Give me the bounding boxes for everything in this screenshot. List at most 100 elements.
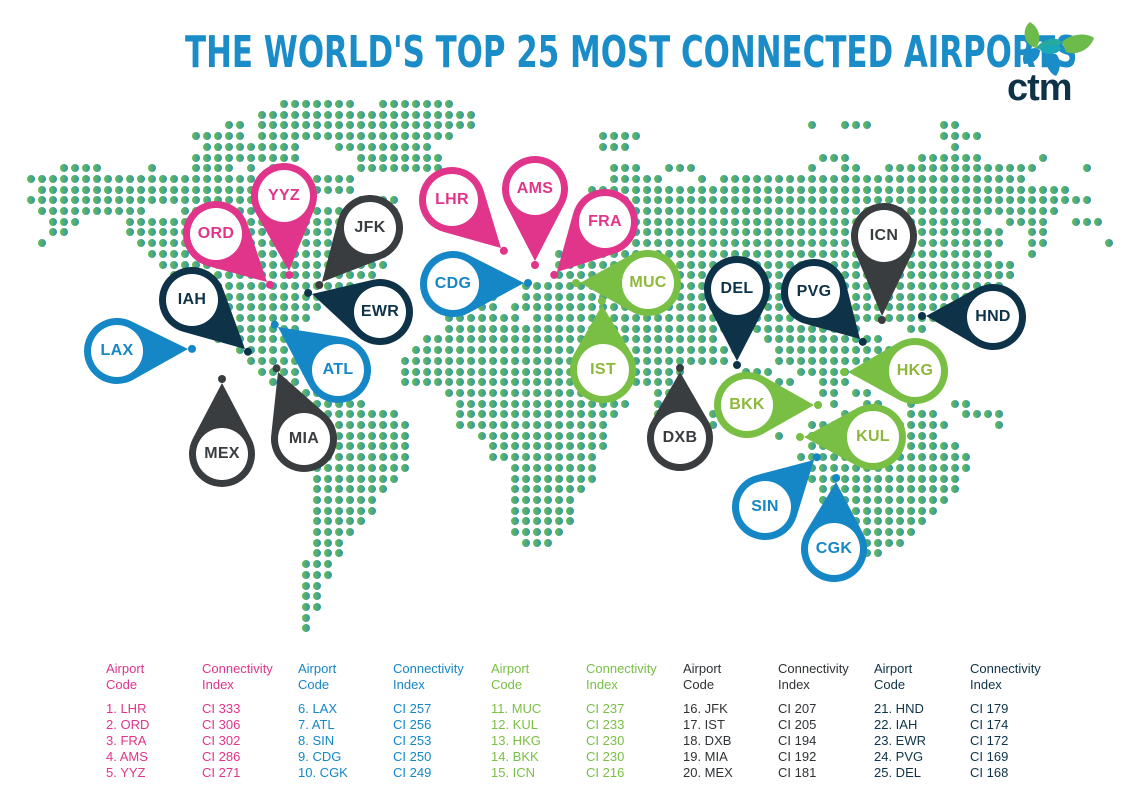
map-dot <box>258 132 266 141</box>
map-dot <box>984 410 992 419</box>
map-dot <box>555 356 563 365</box>
map-dot <box>852 388 860 397</box>
map-dot <box>522 453 530 462</box>
legend-code-cell: 5. YYZ <box>106 765 146 780</box>
map-dot <box>533 410 541 419</box>
map-dot <box>434 100 442 108</box>
map-pin-icon <box>781 259 867 346</box>
map-dot <box>566 442 574 451</box>
map-dot <box>324 474 332 483</box>
map-dot <box>643 335 651 344</box>
map-dot <box>313 217 321 226</box>
pin-label: EWR <box>360 303 400 320</box>
map-dot <box>533 528 541 536</box>
map-dot <box>654 388 662 397</box>
map-dot <box>346 110 354 119</box>
map-dot <box>874 196 882 205</box>
map-dot <box>731 239 739 248</box>
map-dot <box>709 356 717 365</box>
map-dot <box>247 303 255 312</box>
map-dot <box>313 506 321 515</box>
map-dot <box>984 164 992 173</box>
map-dot <box>588 431 596 440</box>
map-dot <box>643 367 651 376</box>
map-dot <box>918 239 926 248</box>
map-dot <box>962 207 970 215</box>
map-dot <box>786 335 794 344</box>
legend-index-column: Connectivity Index CI 179 CI 174 CI 172 CI 16… <box>970 661 1041 781</box>
map-dot <box>896 196 904 205</box>
pin-label: ATL <box>322 361 354 378</box>
map-dot <box>500 378 508 387</box>
map-dot <box>621 324 629 333</box>
map-dot <box>940 132 948 141</box>
map-pin-icon <box>703 256 770 369</box>
map-dot <box>830 453 838 462</box>
legend-code-cell: 3. FRA <box>106 733 147 748</box>
map-dot <box>940 271 948 280</box>
map-dot <box>38 207 46 215</box>
map-dot <box>346 453 354 462</box>
map-dot <box>401 142 409 151</box>
map-dot <box>918 453 926 462</box>
map-dot <box>588 463 596 472</box>
map-dot <box>632 378 640 387</box>
map-dot <box>566 335 574 344</box>
map-pin-icon <box>183 201 274 289</box>
map-dot <box>126 207 134 215</box>
map-dot <box>192 185 200 194</box>
map-dot <box>1028 239 1036 248</box>
map-dot <box>841 463 849 472</box>
map-dot <box>324 239 332 248</box>
map-dot <box>709 239 717 248</box>
map-dot <box>170 217 178 226</box>
map-dot <box>533 431 541 440</box>
map-dot <box>489 356 497 365</box>
map-dot <box>522 346 530 355</box>
map-dot <box>49 207 57 215</box>
map-dot <box>313 581 321 590</box>
map-dot <box>665 185 673 194</box>
map-dot <box>181 174 189 183</box>
map-dot <box>995 260 1003 269</box>
map-dot <box>544 495 552 504</box>
map-dot <box>665 249 673 258</box>
legend-index-cell: CI 250 <box>393 749 432 764</box>
map-dot <box>610 164 618 173</box>
legend-index-cell: CI 168 <box>970 765 1009 780</box>
map-dot <box>599 260 607 269</box>
map-dot <box>632 335 640 344</box>
map-dot <box>841 207 849 215</box>
map-dot <box>335 528 343 536</box>
map-dot <box>544 474 552 483</box>
map-dot <box>544 485 552 494</box>
map-dot <box>1083 164 1091 173</box>
map-dot <box>566 281 574 290</box>
map-dot <box>533 335 541 344</box>
map-dot <box>401 164 409 173</box>
legend-header-line: Connectivity <box>202 661 273 676</box>
map-dot <box>181 196 189 205</box>
map-dot <box>797 356 805 365</box>
legend-code-cell: 23. EWR <box>874 733 927 748</box>
map-dot <box>379 485 387 494</box>
map-dot <box>478 431 486 440</box>
map-dot <box>720 356 728 365</box>
map-dot <box>412 142 420 151</box>
map-dot <box>940 153 948 162</box>
map-dot <box>940 463 948 472</box>
map-dot <box>566 474 574 483</box>
map-dot <box>467 356 475 365</box>
map-dot <box>566 271 574 280</box>
map-dot <box>984 207 992 215</box>
map-dot <box>566 303 574 312</box>
map-dot <box>577 281 585 290</box>
map-dot <box>434 121 442 130</box>
map-dot <box>1006 260 1014 269</box>
map-dot <box>379 474 387 483</box>
map-dot <box>962 153 970 162</box>
map-dot <box>214 196 222 205</box>
map-dot <box>49 228 57 237</box>
map-dot <box>225 271 233 280</box>
map-dot <box>401 378 409 387</box>
